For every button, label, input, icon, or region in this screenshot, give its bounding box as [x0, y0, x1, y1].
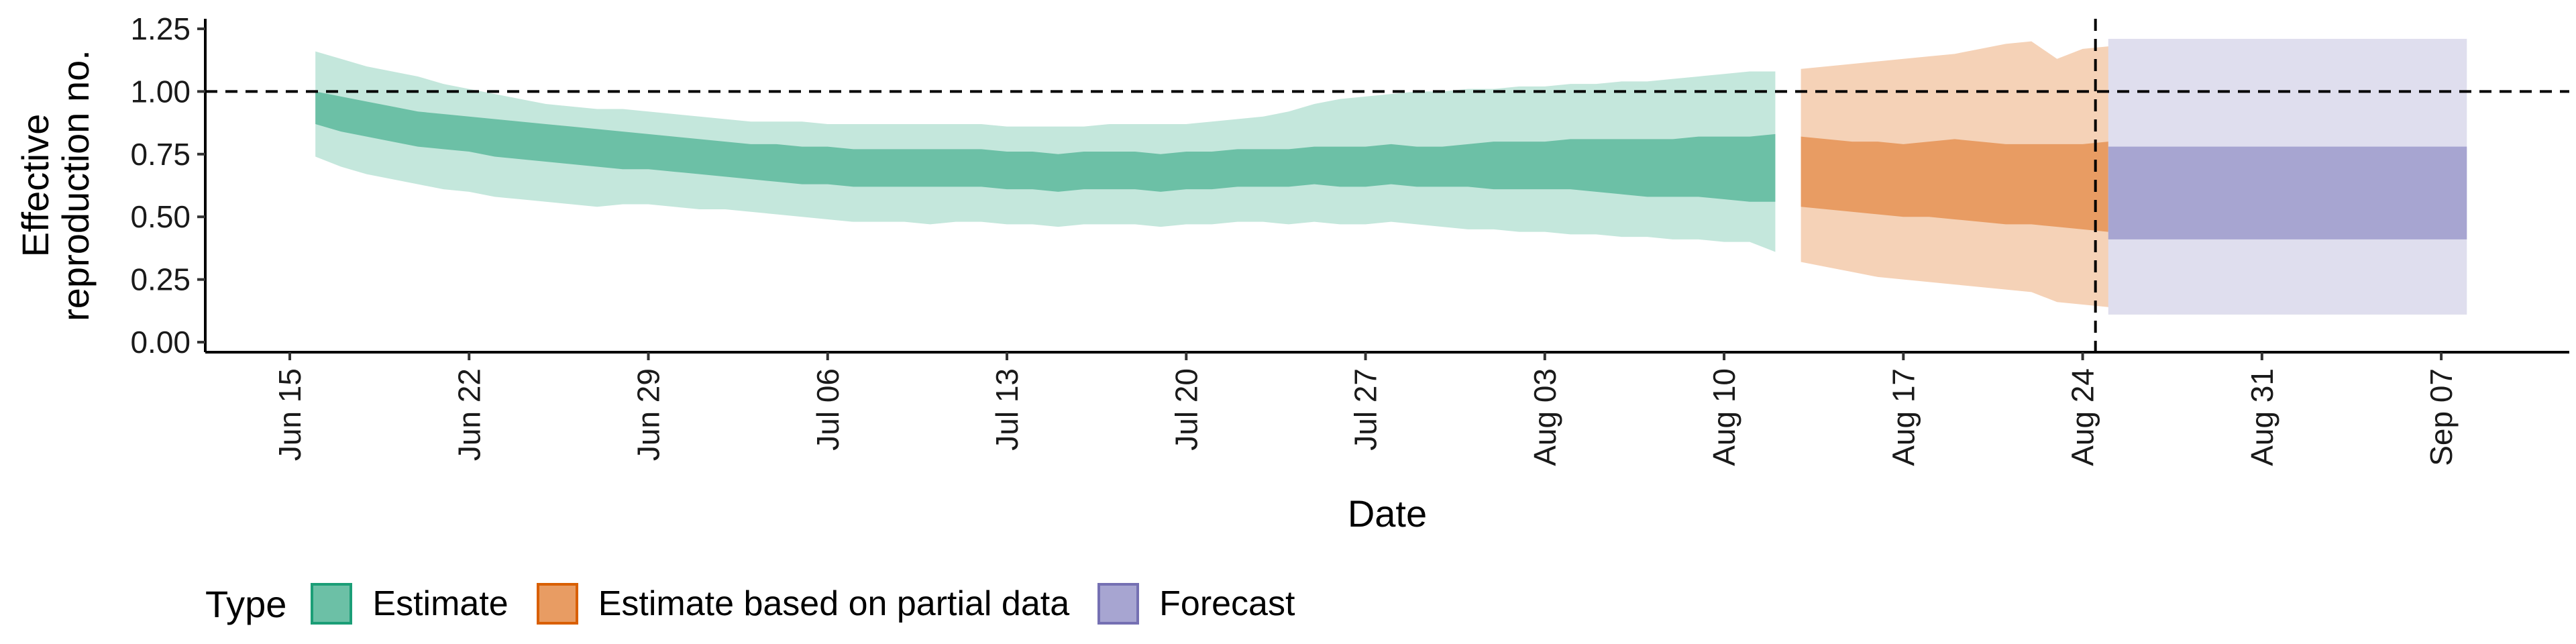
legend-swatch-forecast — [1097, 583, 1140, 625]
x-tick-label: Sep 07 — [2424, 368, 2459, 466]
legend-title: Type — [205, 582, 287, 625]
x-tick-label: Jul 27 — [1348, 368, 1383, 451]
x-tick-label: Aug 10 — [1707, 368, 1741, 466]
x-tick-label: Jun 22 — [451, 368, 486, 461]
x-tick-label: Jun 29 — [631, 368, 666, 461]
legend: Type Estimate Estimate based on partial … — [205, 577, 1323, 631]
x-axis-title: Date — [1348, 492, 1427, 535]
x-tick-label: Aug 24 — [2065, 368, 2100, 466]
x-tick-label: Jul 20 — [1169, 368, 1203, 451]
y-tick-label: 1.25 — [130, 11, 191, 46]
y-tick-label: 1.00 — [130, 74, 191, 109]
legend-label-estimate: Estimate — [372, 584, 508, 623]
x-tick-label: Aug 17 — [1886, 368, 1921, 466]
x-tick-label: Aug 03 — [1527, 368, 1562, 466]
chart-reference-lines — [205, 19, 2569, 352]
y-tick-label: 0.00 — [130, 325, 191, 360]
legend-swatch-partial — [536, 583, 578, 625]
x-tick-label: Aug 31 — [2245, 368, 2279, 466]
x-tick-label: Jul 13 — [989, 368, 1024, 451]
y-axis-title-line1: Effective — [14, 114, 56, 258]
legend-label-forecast: Forecast — [1159, 584, 1295, 623]
chart-bands — [315, 38, 2467, 315]
legend-label-partial: Estimate based on partial data — [598, 584, 1070, 623]
y-tick-label: 0.75 — [130, 137, 191, 172]
x-tick-label: Jul 06 — [810, 368, 845, 451]
y-axis-title-line2: reproduction no. — [54, 50, 97, 321]
estimate-50-band — [315, 91, 1776, 202]
estimate-90-band — [315, 51, 1776, 252]
y-tick-label: 0.25 — [130, 262, 191, 297]
x-tick-label: Jun 15 — [272, 368, 307, 461]
forecast-50-band — [2108, 146, 2467, 239]
y-tick-label: 0.50 — [130, 199, 191, 234]
legend-swatch-estimate — [311, 583, 353, 625]
chart-axes: 0.00 0.25 0.50 0.75 1.00 1.25 Jun 15 Jun 22 Jun … — [130, 11, 2569, 466]
partial-50-band — [1801, 136, 2160, 239]
rt-chart: 0.00 0.25 0.50 0.75 1.00 1.25 Jun 15 Jun 22 Jun … — [14, 11, 2569, 535]
